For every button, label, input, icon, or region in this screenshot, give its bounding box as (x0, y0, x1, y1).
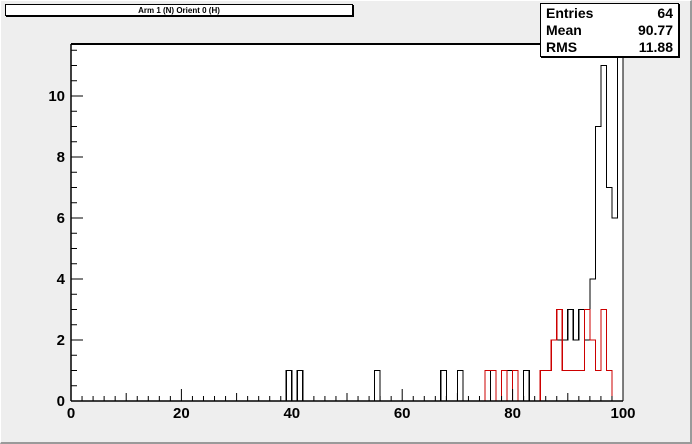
stats-entries-value: 64 (657, 5, 673, 21)
stats-box: Entries 64 Mean 90.77 RMS 11.88 (540, 3, 679, 57)
histogram-series-2 (71, 308, 623, 402)
stats-mean-value: 90.77 (637, 22, 673, 38)
stats-mean-row: Mean 90.77 (546, 22, 673, 39)
x-tick-label-80: 80 (504, 405, 521, 422)
stats-rms-row: RMS 11.88 (546, 39, 673, 56)
x-tick-label-0: 0 (67, 405, 75, 422)
stats-rms-label: RMS (546, 39, 578, 55)
y-tick-label-8: 8 (57, 149, 65, 166)
y-tick-label-0: 0 (57, 393, 65, 410)
stats-entries-row: Entries 64 (546, 5, 673, 22)
x-tick-label-100: 100 (610, 405, 635, 422)
y-tick-label-10: 10 (48, 88, 65, 105)
y-tick-label-2: 2 (57, 332, 65, 349)
histogram-title: Arm 1 (N) Orient 0 (H) (5, 4, 353, 16)
x-tick-label-40: 40 (283, 405, 300, 422)
stats-mean-label: Mean (546, 22, 582, 38)
y-tick-label-4: 4 (57, 271, 66, 288)
y-tick-label-6: 6 (57, 210, 65, 227)
stats-entries-label: Entries (546, 5, 594, 21)
x-tick-label-60: 60 (394, 405, 411, 422)
plot-area (71, 44, 623, 401)
stats-rms-value: 11.88 (638, 39, 673, 55)
x-tick-label-20: 20 (173, 405, 190, 422)
